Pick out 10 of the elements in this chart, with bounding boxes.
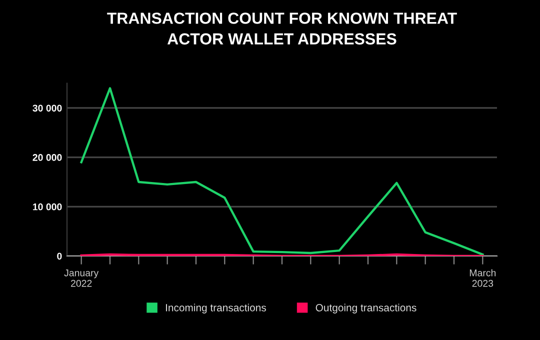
line-series — [80, 87, 484, 256]
x-tick-label: January 2022 — [64, 270, 99, 287]
legend-label: Outgoing transactions — [316, 304, 416, 314]
x-tick-label: March 2023 — [470, 269, 496, 287]
legend-label: Incoming transactions — [166, 304, 266, 314]
y-tick-label: 10 000 — [33, 203, 62, 210]
y-tick-label: 20 000 — [32, 154, 62, 161]
y-tick-label: 30 000 — [32, 104, 62, 112]
chart-title: TRANSACTION COUNT FOR KNOWN THREAT ACTOR WALLET ADDRESSES — [107, 12, 457, 45]
y-tick-label: 0 — [57, 252, 62, 260]
